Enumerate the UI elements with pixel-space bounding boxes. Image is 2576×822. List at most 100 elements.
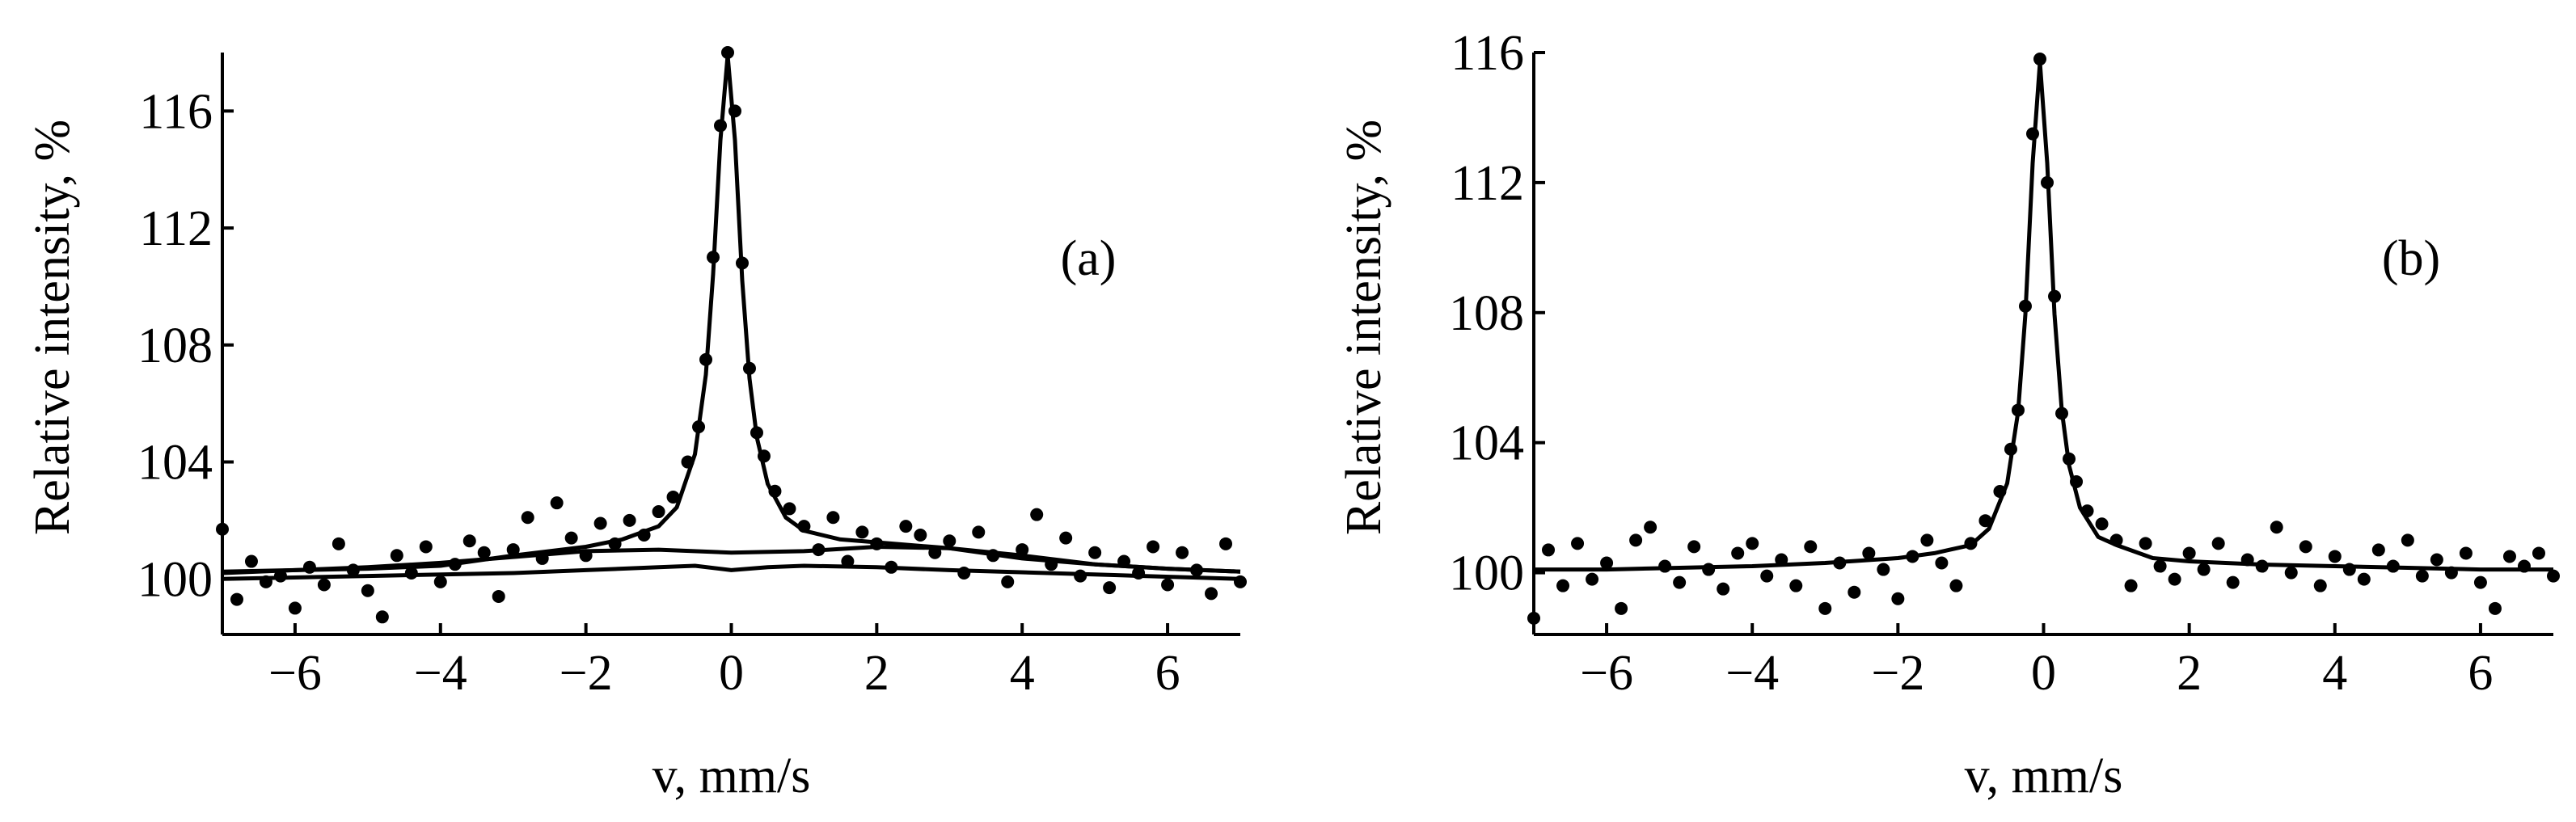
- data-point: [1818, 601, 1832, 615]
- data-point: [2095, 517, 2109, 531]
- y-tick-label: 104: [1449, 416, 1524, 471]
- data-point: [375, 610, 389, 624]
- data-point: [244, 554, 258, 568]
- x-tick-label: −4: [1725, 646, 1779, 701]
- data-point: [1789, 579, 1803, 592]
- data-point: [1030, 508, 1044, 521]
- y-tick-label: 116: [139, 84, 213, 139]
- data-point: [361, 584, 374, 597]
- x-tick-label: 0: [2031, 646, 2056, 701]
- fit-line: [222, 563, 1241, 581]
- x-tick-label: 6: [2468, 646, 2493, 701]
- data-point: [1586, 572, 1599, 586]
- x-tick-label: 2: [864, 646, 889, 701]
- data-point: [1978, 514, 1992, 528]
- data-point: [2401, 533, 2414, 547]
- y-tick-label: 116: [1451, 26, 1524, 81]
- x-tick-label: 4: [1010, 646, 1035, 701]
- data-point: [2547, 569, 2560, 583]
- data-point: [855, 525, 869, 539]
- data-point: [1059, 531, 1073, 545]
- y-tick-label: 108: [137, 318, 213, 373]
- data-point: [2270, 521, 2283, 534]
- data-point: [2182, 546, 2196, 560]
- data-point: [1891, 592, 1905, 605]
- data-point: [550, 496, 564, 510]
- data-point: [783, 502, 796, 516]
- y-tick-label: 112: [1451, 156, 1524, 211]
- x-tick-label: −2: [560, 646, 613, 701]
- data-point: [2357, 572, 2371, 586]
- x-tick-label: 0: [719, 646, 744, 701]
- y-tick-label: 104: [137, 436, 213, 491]
- data-point: [2328, 550, 2342, 563]
- data-point: [1702, 563, 1716, 576]
- data-point: [972, 525, 986, 539]
- data-point: [564, 531, 578, 545]
- x-tick-label: 4: [2322, 646, 2347, 701]
- data-point: [1205, 587, 1218, 601]
- data-point: [1673, 575, 1687, 589]
- x-tick-label: 2: [2177, 646, 2202, 701]
- data-point: [1161, 578, 1175, 592]
- data-point: [1687, 540, 1701, 554]
- data-point: [492, 589, 505, 603]
- data-point: [2033, 53, 2046, 66]
- data-point: [1920, 533, 1934, 547]
- data-point: [826, 511, 840, 525]
- data-point: [288, 601, 302, 615]
- data-point: [317, 578, 331, 592]
- data-point: [1088, 546, 1102, 559]
- x-tick-label: 6: [1155, 646, 1180, 701]
- y-tick-label: 100: [137, 552, 213, 607]
- annotation: (a): [1061, 231, 1117, 286]
- data-point: [2532, 546, 2545, 560]
- data-point: [1527, 611, 1540, 625]
- data-point: [332, 537, 345, 550]
- data-point: [1804, 540, 1818, 554]
- data-point: [899, 520, 913, 533]
- data-point: [1176, 546, 1189, 559]
- data-point: [419, 540, 433, 554]
- data-point: [462, 534, 476, 548]
- data-point: [2299, 540, 2312, 554]
- data-point: [2168, 572, 2181, 586]
- data-point: [1935, 556, 1949, 570]
- y-tick-label: 112: [139, 201, 213, 256]
- data-point: [1848, 585, 1861, 599]
- data-point: [1016, 543, 1029, 557]
- data-point: [1001, 575, 1015, 588]
- data-point: [1219, 537, 1233, 550]
- data-point: [1556, 579, 1570, 592]
- data-point: [652, 505, 665, 519]
- data-point: [2488, 601, 2502, 615]
- data-point: [1949, 579, 1963, 592]
- data-point: [477, 546, 491, 559]
- data-point: [1877, 563, 1890, 576]
- data-point: [506, 543, 520, 557]
- data-point: [230, 592, 243, 606]
- data-point: [1542, 543, 1556, 557]
- data-point: [2197, 563, 2211, 576]
- data-point: [390, 549, 403, 563]
- data-point: [2153, 559, 2167, 573]
- x-axis-title: v, mm/s: [652, 748, 811, 803]
- x-tick-label: −6: [268, 646, 322, 701]
- data-point: [1717, 582, 1730, 596]
- data-point: [2430, 553, 2443, 567]
- data-point: [1862, 546, 1876, 560]
- data-point: [2124, 579, 2138, 592]
- data-point: [1644, 521, 1658, 534]
- data-point: [1731, 546, 1745, 560]
- data-point: [2371, 543, 2385, 557]
- data-point: [2313, 579, 2327, 592]
- data-point: [1147, 540, 1160, 554]
- data-point: [1103, 581, 1117, 595]
- data-point: [2502, 550, 2516, 563]
- data-point: [1760, 569, 1774, 583]
- annotation: (b): [2382, 231, 2440, 286]
- data-point: [2139, 537, 2152, 550]
- data-point: [2473, 575, 2487, 589]
- x-tick-label: −2: [1871, 646, 1924, 701]
